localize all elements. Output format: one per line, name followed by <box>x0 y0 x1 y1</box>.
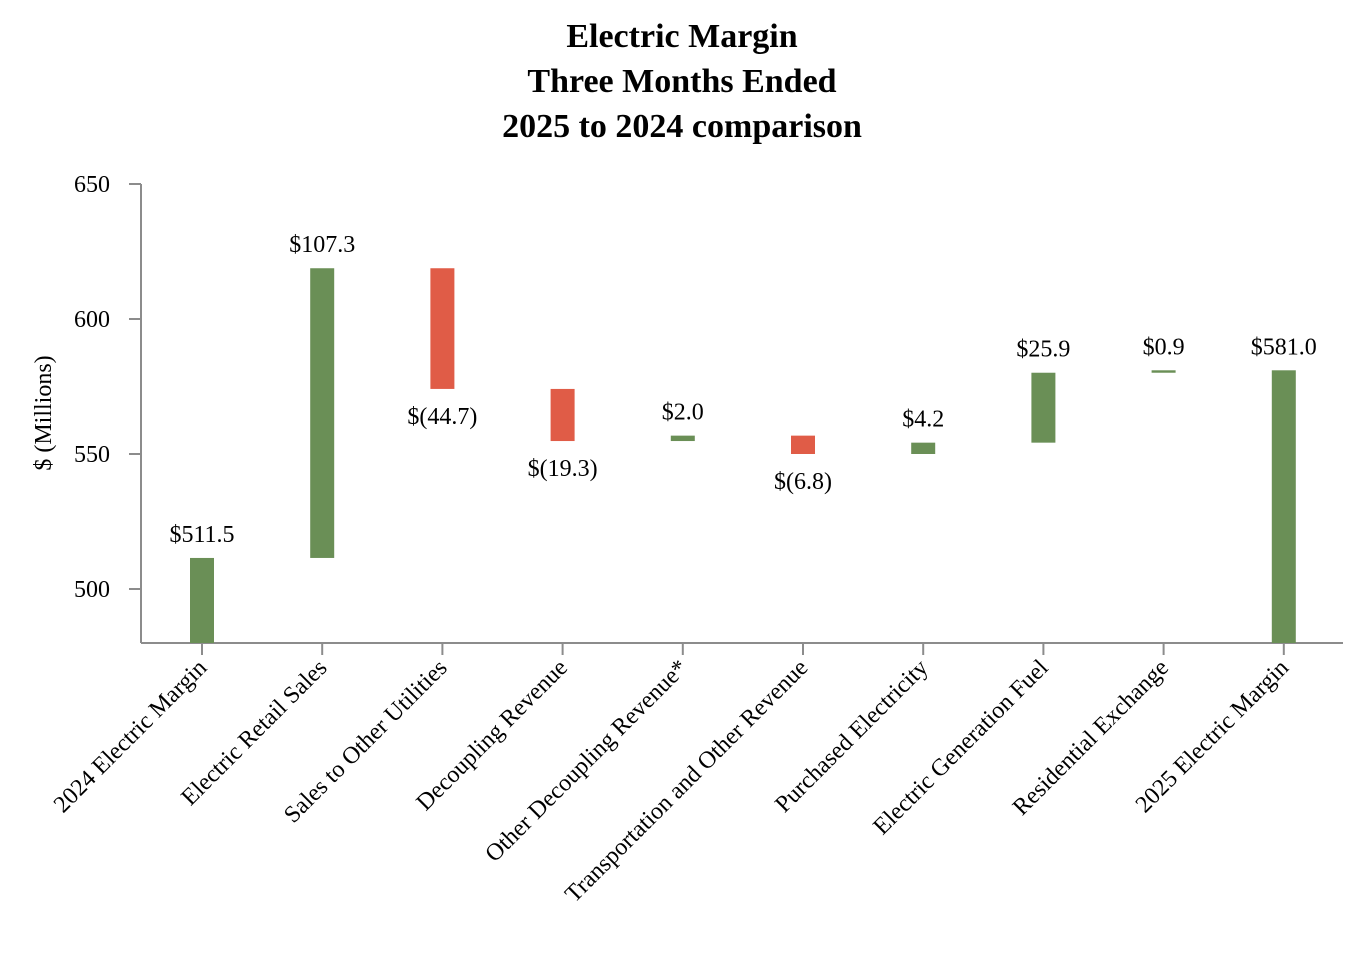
data-label: $511.5 <box>169 522 234 548</box>
y-axis-title: $ (Millions) <box>31 355 57 470</box>
y-tick-label: 550 <box>74 442 110 468</box>
bar-sales-to-other-utilities <box>430 268 455 389</box>
bar-electric-retail-sales <box>310 268 335 558</box>
bar-transportation-and-other-revenue <box>791 435 815 454</box>
y-tick-label: 600 <box>74 307 110 333</box>
y-tick-label: 650 <box>74 172 110 198</box>
data-label: $25.9 <box>1016 337 1070 363</box>
bar-2024-electric-margin <box>190 557 214 643</box>
data-label: $0.9 <box>1143 334 1185 360</box>
data-label: $(19.3) <box>528 456 598 482</box>
bar-2025-electric-margin <box>1271 370 1296 643</box>
chart-subtitle-line-1: Three Months Ended <box>527 63 837 100</box>
chart-title: Electric Margin <box>566 18 798 55</box>
bar-residential-exchange <box>1151 370 1176 373</box>
bar-electric-generation-fuel <box>1031 372 1056 443</box>
data-labels-group: $511.5 $107.3 $(44.7) $(19.3) $2.0 $(6.8) $4.2… <box>169 232 1316 548</box>
bar-decoupling-revenue <box>550 388 575 442</box>
data-label: $581.0 <box>1251 334 1317 360</box>
x-axis-ticks <box>201 643 1285 655</box>
bars-group <box>190 268 1296 643</box>
data-label: $2.0 <box>662 400 704 426</box>
bar-purchased-electricity <box>911 442 936 454</box>
data-label: $4.2 <box>902 407 944 433</box>
data-label: $107.3 <box>289 232 355 258</box>
x-tick-label: Transportation and Other Revenue <box>560 655 813 908</box>
y-axis-ticks: 500 550 600 650 <box>74 172 141 603</box>
y-tick-label: 500 <box>74 577 110 603</box>
data-label: $(6.8) <box>774 469 832 495</box>
data-label: $(44.7) <box>407 404 477 430</box>
bar-other-decoupling-revenue <box>670 435 695 442</box>
chart-title-block: Electric Margin Three Months Ended 2025 … <box>0 14 1364 149</box>
x-tick-label: Other Decoupling Revenue* <box>480 655 693 868</box>
chart-subtitle-line-2: 2025 to 2024 comparison <box>502 108 862 145</box>
